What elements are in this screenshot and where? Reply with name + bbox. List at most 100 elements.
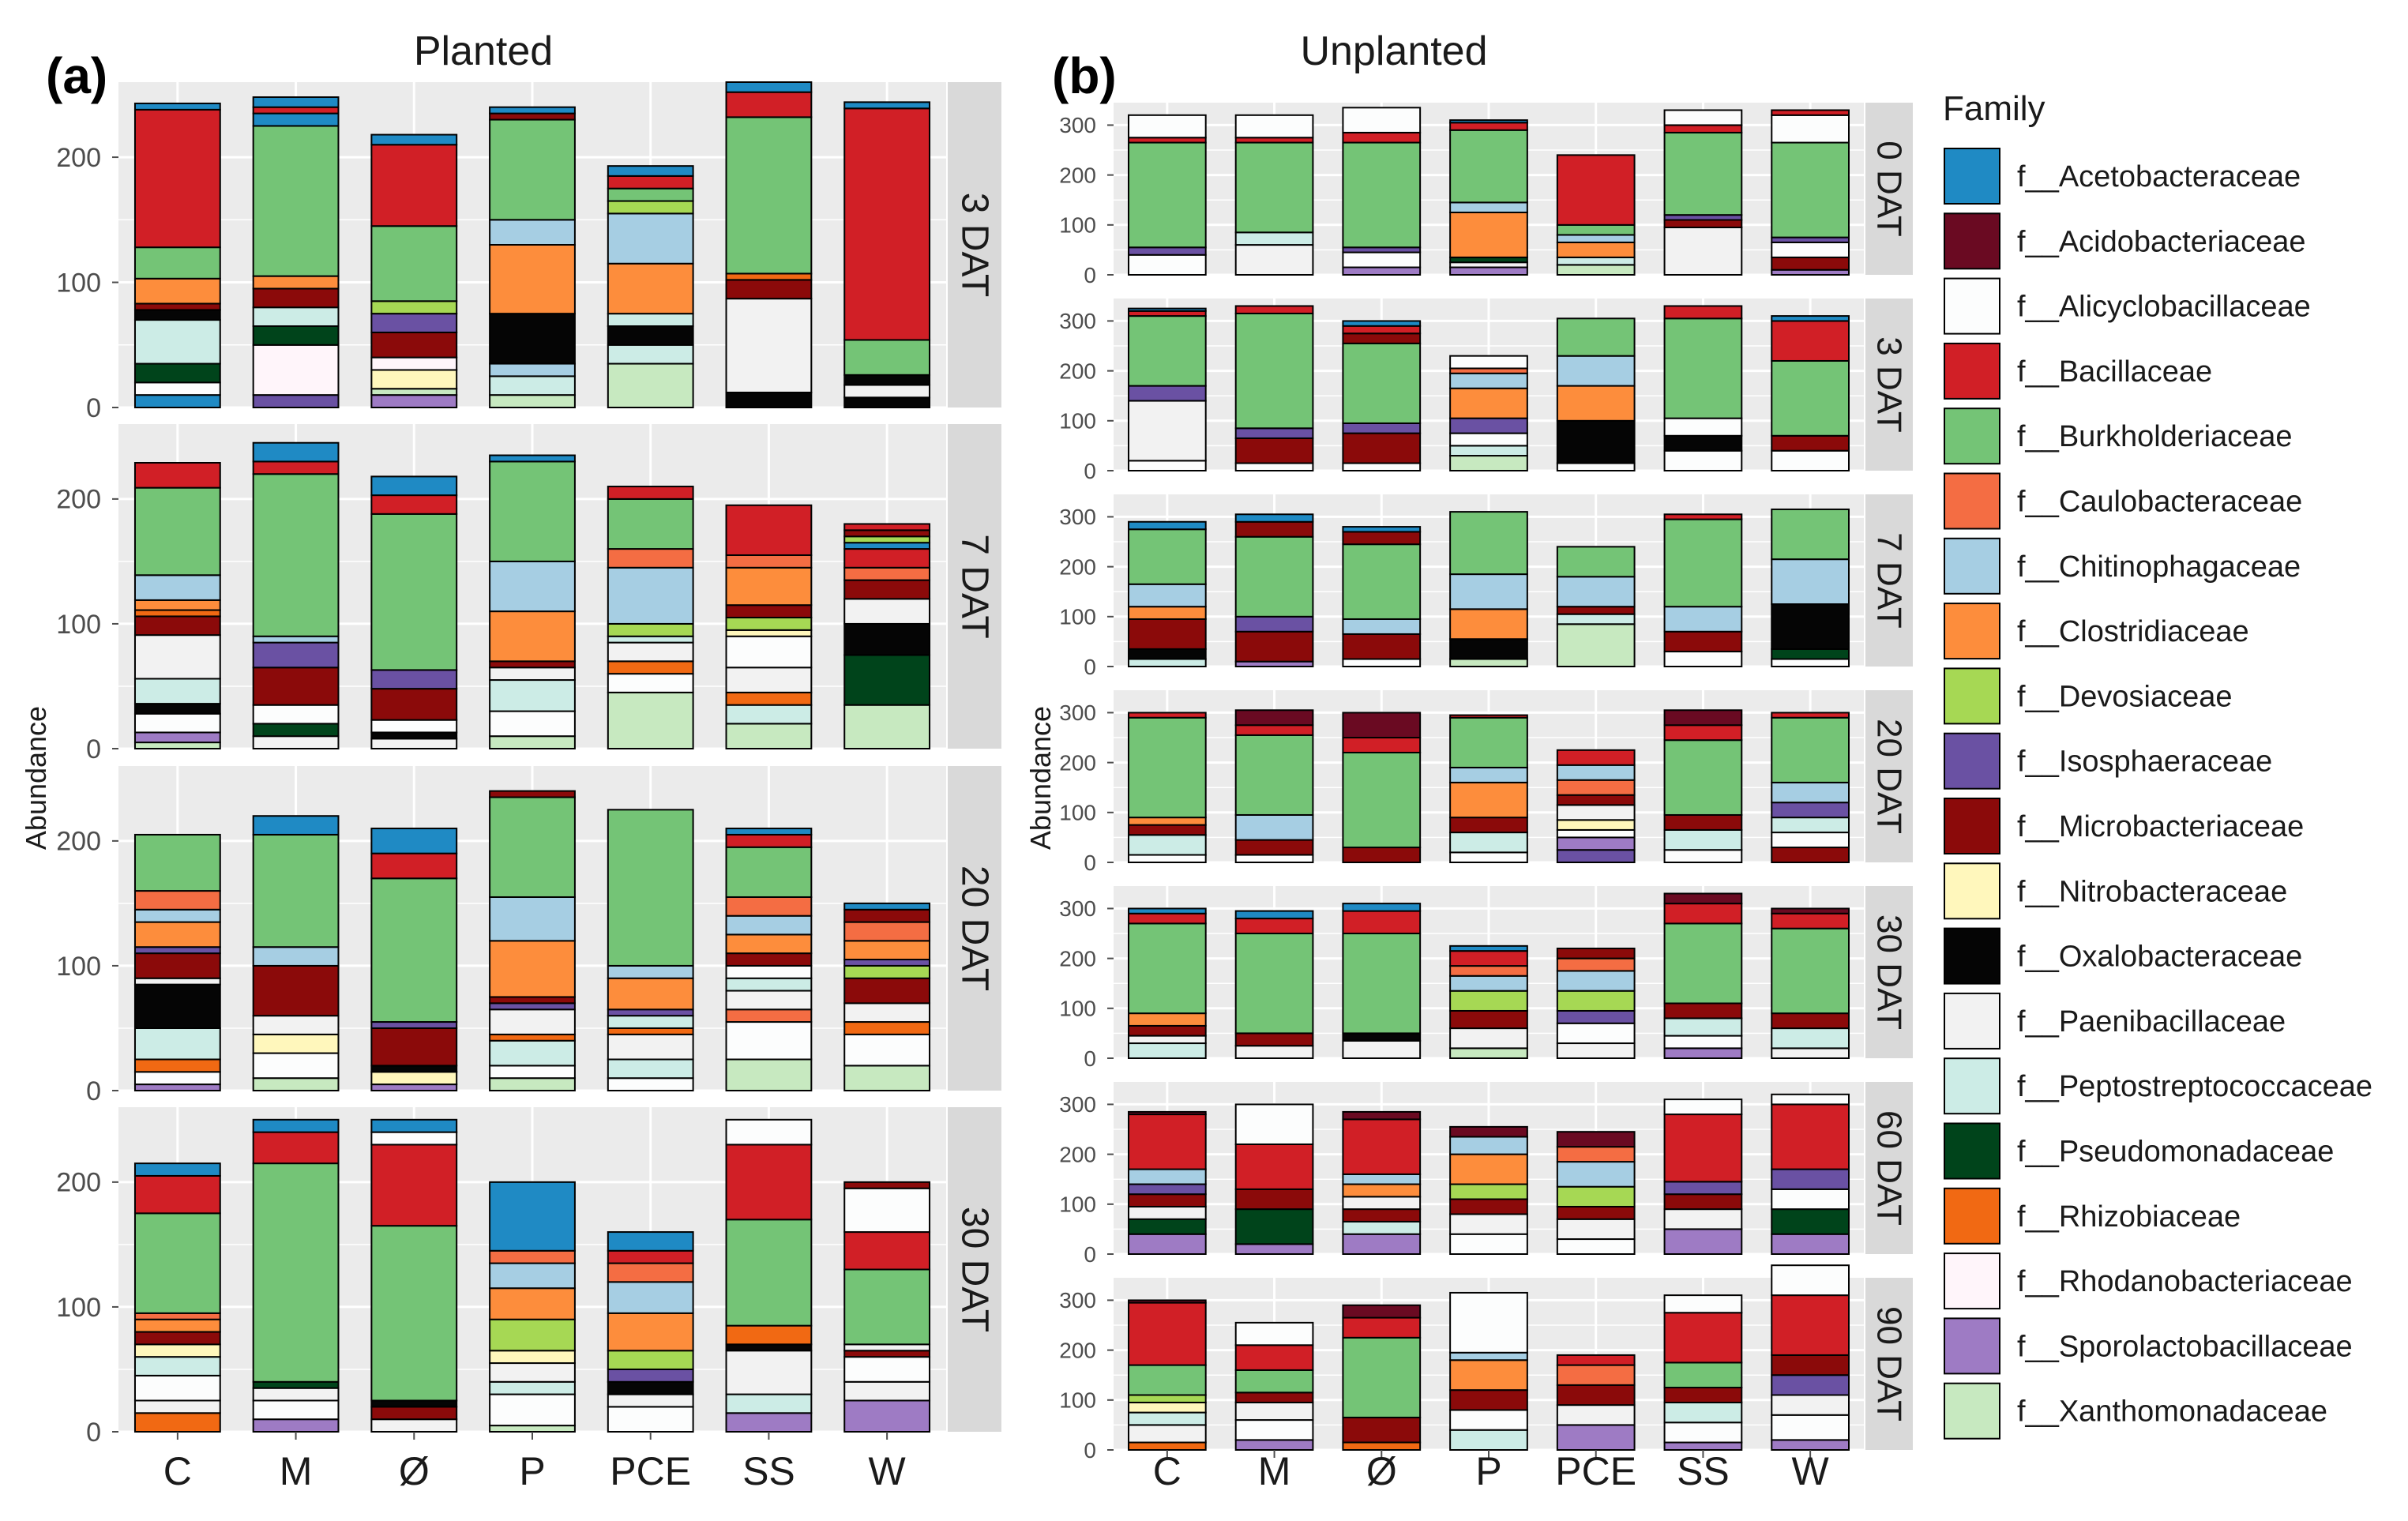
legend-swatch [1944, 603, 2000, 660]
legend-swatch [1944, 1057, 2000, 1115]
bar-segment-f-alicyclobacillaceae [1771, 241, 1850, 258]
facet-strip-label: 0 DAT [1870, 141, 1909, 236]
bar-segment-f-paenibacillaceae [370, 1418, 458, 1433]
bar-segment-f-burkholderiaceae [370, 513, 458, 671]
bar-segment-f-acidobacteriaceae [1128, 1110, 1207, 1116]
bar-segment-f-burkholderiaceae [1449, 129, 1528, 204]
bar-segment-f-rhizobiaceae [607, 660, 694, 675]
bar-segment-f-caulobacteraceae [607, 548, 694, 569]
bar-segment-f-bacillaceae [843, 107, 931, 341]
bar-segment-f-bacillaceae [1234, 724, 1314, 736]
bar-segment-f-alicyclobacillaceae [1771, 1093, 1850, 1106]
bar-segment-f-clostridiaceae [725, 933, 813, 955]
bar-segment-f-oxalobacteraceae [133, 703, 221, 715]
bar-segment-f-alicyclobacillaceae [725, 635, 813, 669]
bar-segment-f-chitinophagaceae [1663, 606, 1743, 633]
bar-segment-f-chitinophagaceae [1342, 1173, 1422, 1185]
bar-segment-f-oxalobacteraceae [725, 391, 813, 409]
bar-segment-f-alicyclobacillaceae [1663, 849, 1743, 863]
bar-segment-f-acetobacteraceae [1128, 307, 1207, 312]
legend-label: f__Clostridiaceae [2017, 615, 2249, 648]
bar-segment-f-microbacteriaceae [252, 287, 340, 309]
bar-segment-f-alicyclobacillaceae [1449, 432, 1528, 447]
bar-segment-f-microbacteriaceae [1342, 332, 1422, 344]
bar-segment-f-alicyclobacillaceae [607, 1406, 694, 1433]
y-tick-label: 100 [1059, 1192, 1096, 1217]
bar-segment-f-alicyclobacillaceae [1556, 828, 1636, 839]
bar-segment-f-xanthomonadaceae [489, 1425, 576, 1433]
legend-swatch [1944, 537, 2000, 595]
bar-segment-f-burkholderiaceae [1771, 359, 1850, 437]
facet-strip-label: 3 DAT [1870, 336, 1909, 432]
bar-segment-f-microbacteriaceae [133, 1331, 221, 1346]
bar-segment-f-clostridiaceae [1449, 387, 1528, 419]
stacked-bar-p [1449, 511, 1528, 667]
bar-segment-f-oxalobacteraceae [843, 374, 931, 386]
bar-segment-f-chitinophagaceae [725, 914, 813, 936]
legend-title: Family [1943, 89, 2045, 128]
bar-segment-f-burkholderiaceae [133, 246, 221, 280]
panel-b-title: Unplanted [1300, 28, 1487, 74]
bar-segment-f-clostridiaceae [133, 277, 221, 305]
bar-segment-f-bacillaceae [1771, 712, 1850, 719]
bar-segment-f-acetobacteraceae [133, 394, 221, 408]
bar-segment-f-isosphaeraceae [1771, 802, 1850, 819]
stacked-bar-p [489, 106, 576, 408]
bar-segment-f-alicyclobacillaceae [252, 1399, 340, 1421]
bar-segment-f-oxalobacteraceae [1342, 1032, 1422, 1042]
bar-segment-f-oxalobacteraceae [133, 983, 221, 1029]
y-tick-label: 0 [1084, 1046, 1096, 1071]
bar-segment-f-paenibacillaceae [725, 1350, 813, 1395]
stacked-bar-pce [607, 1231, 694, 1433]
stacked-bar-c [133, 1162, 221, 1433]
bar-segment-f-acetobacteraceae [607, 165, 694, 177]
bar-segment-f-alicyclobacillaceae [1234, 114, 1314, 139]
bar-segment-f-burkholderiaceae [133, 486, 221, 576]
stacked-bar-o-slash [1342, 1304, 1422, 1451]
bar-segment-f-paenibacillaceae [1128, 1035, 1207, 1045]
legend-item-f-chitinophagaceae: f__Chitinophagaceae [1944, 537, 2301, 595]
legend-item-f-clostridiaceae: f__Clostridiaceae [1944, 603, 2249, 660]
bar-segment-f-alicyclobacillaceae [1663, 109, 1743, 126]
x-tick-label: Ø [399, 1449, 430, 1493]
legend-swatch [1944, 927, 2000, 985]
stacked-bar-pce [1556, 749, 1636, 863]
stacked-bar-c [1128, 520, 1207, 667]
y-tick-label: 300 [1059, 700, 1096, 725]
stacked-bar-m [1234, 1321, 1314, 1451]
facet-a-7-dat: 0 100 200 7 DAT [56, 424, 1001, 764]
bar-segment-f-alicyclobacillaceae [1342, 251, 1422, 269]
bar-segment-f-acidobacteriaceae [1663, 892, 1743, 905]
bar-segment-f-acetobacteraceae [252, 815, 340, 836]
bar-segment-f-alicyclobacillaceae [1771, 1414, 1850, 1441]
stacked-bar-ss [1663, 709, 1743, 863]
bar-segment-f-clostridiaceae [607, 262, 694, 315]
stacked-bar-m [252, 815, 340, 1091]
legend-swatch [1944, 798, 2000, 854]
bar-segment-f-isosphaeraceae [607, 1368, 694, 1383]
bar-segment-f-burkholderiaceae [252, 1162, 340, 1383]
bar-segment-f-clostridiaceae [252, 275, 340, 290]
stacked-bar-ss [1663, 109, 1743, 276]
bar-segment-f-caulobacteraceae [1449, 965, 1528, 977]
bar-segment-f-microbacteriaceae [843, 977, 931, 1005]
bar-segment-f-alicyclobacillaceae [370, 1131, 458, 1146]
bar-segment-f-peptostreptococcaceae [1128, 658, 1207, 667]
bar-segment-f-bacillaceae [1128, 712, 1207, 719]
bar-segment-f-nitrobacteraceae [370, 369, 458, 390]
bar-segment-f-bacillaceae [370, 852, 458, 880]
bar-segment-f-isosphaeraceae [370, 669, 458, 690]
legend-item-f-sporolactobacillaceae: f__Sporolactobacillaceae [1944, 1317, 2353, 1375]
bar-segment-f-clostridiaceae [725, 566, 813, 607]
bar-segment-f-burkholderiaceae [1663, 131, 1743, 216]
stacked-bar-p [489, 454, 576, 750]
bar-segment-f-microbacteriaceae [1234, 437, 1314, 464]
y-tick-label: 100 [56, 1293, 101, 1323]
bar-segment-f-microbacteriaceae [1556, 1205, 1636, 1220]
bar-segment-f-microbacteriaceae [1663, 1002, 1743, 1020]
stacked-bar-c [1128, 114, 1207, 276]
bar-segment-f-peptostreptococcaceae [1663, 1401, 1743, 1424]
bar-segment-f-alicyclobacillaceae [1128, 254, 1207, 276]
bar-segment-f-acetobacteraceae [1128, 907, 1207, 914]
bar-segment-f-paenibacillaceae [1449, 1027, 1528, 1050]
